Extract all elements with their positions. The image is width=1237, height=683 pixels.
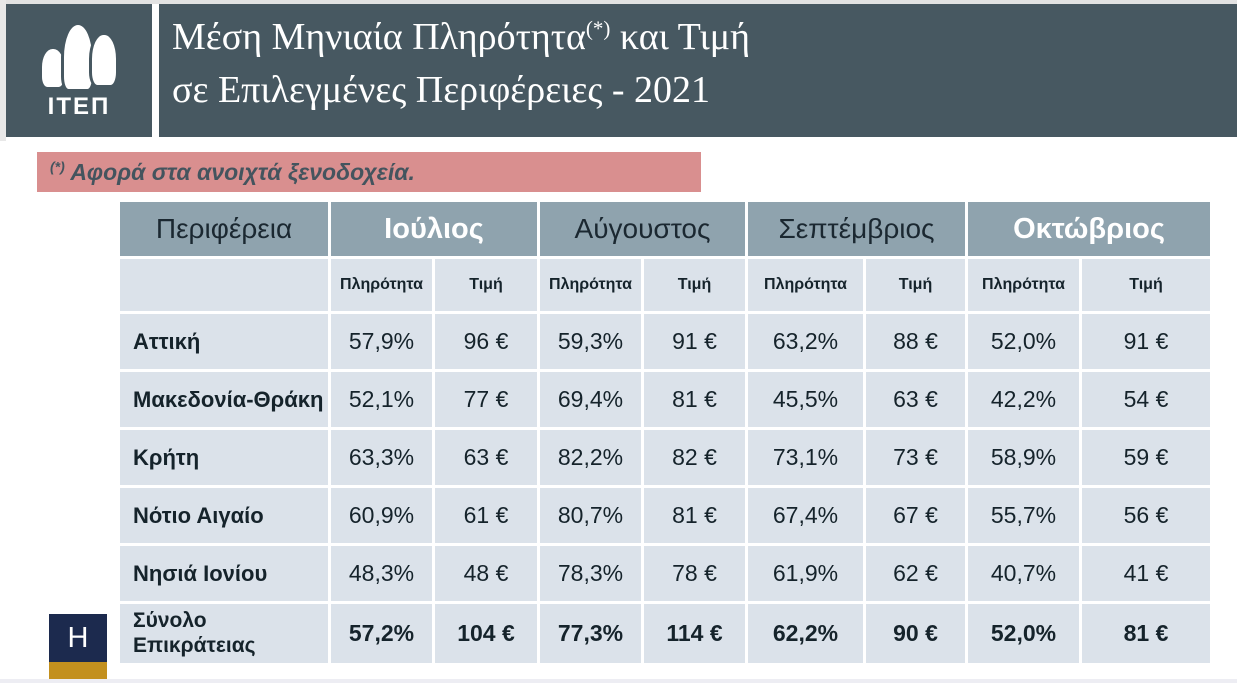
cell-value: 57,9% (331, 314, 432, 369)
cell-value: 81 € (1082, 604, 1210, 663)
cell-value: 54 € (1082, 372, 1210, 427)
cell-value: 82 € (644, 430, 745, 485)
cell-value: 60,9% (331, 488, 432, 543)
cell-value: 73,1% (748, 430, 863, 485)
cell-value: 80,7% (540, 488, 641, 543)
column-header-region: Περιφέρεια (120, 202, 328, 256)
cell-value: 56 € (1082, 488, 1210, 543)
cell-value: 55,7% (968, 488, 1079, 543)
region-label: Νότιο Αιγαίο (120, 488, 328, 543)
table-row-nisia-ioniou: Νησιά Ιονίου 48,3% 48 € 78,3% 78 € 61,9%… (120, 546, 1210, 601)
title-text-2: και Τιμή (610, 16, 751, 58)
region-label: Σύνολο Επικράτειας (120, 604, 328, 663)
header-bar: ΙΤΕΠ Μέση Μηνιαία Πληρότητα(*) και Τιμή … (6, 4, 1237, 137)
table-row-makedonia-thraki: Μακεδονία-Θράκη 52,1% 77 € 69,4% 81 € 45… (120, 372, 1210, 427)
slide-top-edge (0, 0, 1237, 4)
slide-title: Μέση Μηνιαία Πληρότητα(*) και Τιμή σε Επ… (159, 4, 1237, 137)
cell-value: 48,3% (331, 546, 432, 601)
cell-value: 52,0% (968, 604, 1079, 663)
cell-value: 62,2% (748, 604, 863, 663)
cell-value: 59,3% (540, 314, 641, 369)
cell-value: 90 € (866, 604, 965, 663)
slide-title-line1: Μέση Μηνιαία Πληρότητα(*) και Τιμή (172, 11, 1227, 64)
cell-value: 52,0% (968, 314, 1079, 369)
cell-value: 57,2% (331, 604, 432, 663)
subheader-july-occupancy: Πληρότητα (331, 259, 432, 311)
table-header-row: Περιφέρεια Ιούλιος Αύγουστος Σεπτέμβριος… (120, 202, 1210, 256)
month-header-october: Οκτώβριος (968, 202, 1210, 256)
cell-value: 81 € (644, 488, 745, 543)
footnote-text: Αφορά στα ανοιχτά ξενοδοχεία. (64, 159, 415, 185)
cell-value: 104 € (435, 604, 537, 663)
itep-logo-text: ΙΤΕΠ (47, 93, 111, 120)
subheader-empty-cell (120, 259, 328, 311)
itep-logo-icon (33, 22, 125, 92)
occupancy-price-table: Περιφέρεια Ιούλιος Αύγουστος Σεπτέμβριος… (117, 199, 1213, 666)
hotel-chamber-logo-letter: H (49, 614, 107, 662)
cell-value: 48 € (435, 546, 537, 601)
cell-value: 63,3% (331, 430, 432, 485)
cell-value: 114 € (644, 604, 745, 663)
subheader-october-price: Τιμή (1082, 259, 1210, 311)
title-text-1: Μέση Μηνιαία Πληρότητα (172, 16, 586, 58)
cell-value: 52,1% (331, 372, 432, 427)
region-label: Αττική (120, 314, 328, 369)
cell-value: 73 € (866, 430, 965, 485)
cell-value: 67,4% (748, 488, 863, 543)
cell-value: 63,2% (748, 314, 863, 369)
cell-value: 91 € (644, 314, 745, 369)
footnote-marker: (*) (50, 158, 65, 175)
subheader-september-price: Τιμή (866, 259, 965, 311)
table-row-attiki: Αττική 57,9% 96 € 59,3% 91 € 63,2% 88 € … (120, 314, 1210, 369)
cell-value: 62 € (866, 546, 965, 601)
subheader-september-occupancy: Πληρότητα (748, 259, 863, 311)
subheader-july-price: Τιμή (435, 259, 537, 311)
cell-value: 78 € (644, 546, 745, 601)
month-header-august: Αύγουστος (540, 202, 745, 256)
cell-value: 61,9% (748, 546, 863, 601)
cell-value: 41 € (1082, 546, 1210, 601)
hotel-chamber-logo-gold-band (49, 662, 107, 679)
table-row-kriti: Κρήτη 63,3% 63 € 82,2% 82 € 73,1% 73 € 5… (120, 430, 1210, 485)
cell-value: 81 € (644, 372, 745, 427)
cell-value: 63 € (435, 430, 537, 485)
month-header-july: Ιούλιος (331, 202, 537, 256)
footnote-box: (*) Αφορά στα ανοιχτά ξενοδοχεία. (37, 152, 701, 192)
region-label: Νησιά Ιονίου (120, 546, 328, 601)
table-subheader-row: Πληρότητα Τιμή Πληρότητα Τιμή Πληρότητα … (120, 259, 1210, 311)
itep-logo: ΙΤΕΠ (6, 4, 159, 137)
cell-value: 77,3% (540, 604, 641, 663)
cell-value: 63 € (866, 372, 965, 427)
cell-value: 96 € (435, 314, 537, 369)
cell-value: 88 € (866, 314, 965, 369)
cell-value: 77 € (435, 372, 537, 427)
title-footnote-marker: (*) (585, 16, 611, 41)
slide-left-edge (0, 0, 6, 141)
cell-value: 69,4% (540, 372, 641, 427)
subheader-october-occupancy: Πληρότητα (968, 259, 1079, 311)
subheader-august-price: Τιμή (644, 259, 745, 311)
cell-value: 91 € (1082, 314, 1210, 369)
cell-value: 40,7% (968, 546, 1079, 601)
month-header-september: Σεπτέμβριος (748, 202, 965, 256)
table-row-notio-aigaio: Νότιο Αιγαίο 60,9% 61 € 80,7% 81 € 67,4%… (120, 488, 1210, 543)
cell-value: 59 € (1082, 430, 1210, 485)
cell-value: 67 € (866, 488, 965, 543)
cell-value: 61 € (435, 488, 537, 543)
itep-logo-shape-right (89, 32, 119, 88)
cell-value: 78,3% (540, 546, 641, 601)
slide-bottom-edge (0, 679, 1237, 683)
table-row-total: Σύνολο Επικράτειας 57,2% 104 € 77,3% 114… (120, 604, 1210, 663)
hotel-chamber-logo: H (49, 614, 107, 679)
cell-value: 45,5% (748, 372, 863, 427)
itep-logo-shape-center (61, 22, 95, 92)
cell-value: 82,2% (540, 430, 641, 485)
cell-value: 42,2% (968, 372, 1079, 427)
cell-value: 58,9% (968, 430, 1079, 485)
region-label: Μακεδονία-Θράκη (120, 372, 328, 427)
region-label: Κρήτη (120, 430, 328, 485)
slide-title-line2: σε Επιλεγμένες Περιφέρειες - 2021 (172, 69, 711, 111)
subheader-august-occupancy: Πληρότητα (540, 259, 641, 311)
